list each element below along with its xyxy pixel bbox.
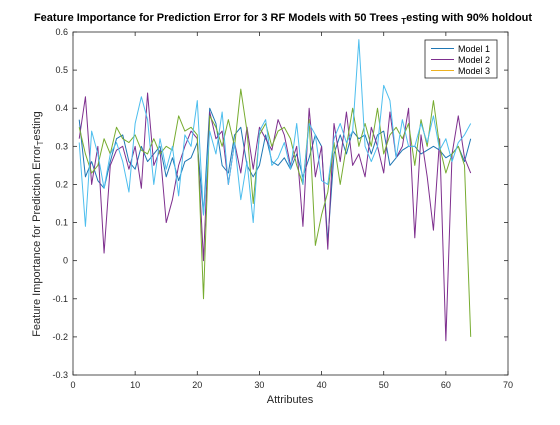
- x-tick-label: 40: [317, 380, 327, 390]
- x-tick-label: 50: [379, 380, 389, 390]
- x-tick-label: 20: [192, 380, 202, 390]
- y-tick-label: -0.3: [52, 370, 68, 380]
- y-tick-label: -0.1: [52, 294, 68, 304]
- x-axis-label: Attributes: [267, 394, 314, 406]
- y-tick-label: 0.4: [55, 103, 68, 113]
- y-axis-label: Feature Importance for Prediction ErrorT…: [31, 111, 45, 337]
- y-tick-label: 0: [63, 256, 68, 266]
- x-tick-label: 30: [254, 380, 264, 390]
- y-tick-label: 0.6: [55, 27, 68, 37]
- plot-area: [73, 32, 508, 375]
- legend-label-model-2: Model 2: [458, 55, 490, 65]
- series-lines: [78, 39, 472, 342]
- x-tick-label: 60: [441, 380, 451, 390]
- y-tick-label: 0.2: [55, 179, 68, 189]
- series-line-2: [78, 92, 472, 342]
- y-tick-label: 0.5: [55, 65, 68, 75]
- series-line-4: [78, 39, 472, 227]
- y-tick-label: -0.2: [52, 332, 68, 342]
- x-tick-label: 70: [503, 380, 513, 390]
- x-tick-label: 0: [70, 380, 75, 390]
- chart-title: Feature Importance for Prediction Error …: [34, 12, 532, 26]
- axis-ticks: 0 10 20 30 40 50 60 70 -0.3 -0.2 -0.1 0 0.1 0.2 0.3 0.4…: [52, 27, 513, 390]
- x-tick-label: 10: [130, 380, 140, 390]
- y-tick-label: 0.3: [55, 141, 68, 151]
- legend-label-model-1: Model 1: [458, 44, 490, 54]
- series-line-1: [78, 107, 472, 243]
- plot-frame: [72, 31, 509, 376]
- legend-label-model-3: Model 3: [458, 66, 490, 76]
- y-tick-label: 0.1: [55, 218, 68, 228]
- legend: Model 1 Model 2 Model 3: [424, 39, 498, 79]
